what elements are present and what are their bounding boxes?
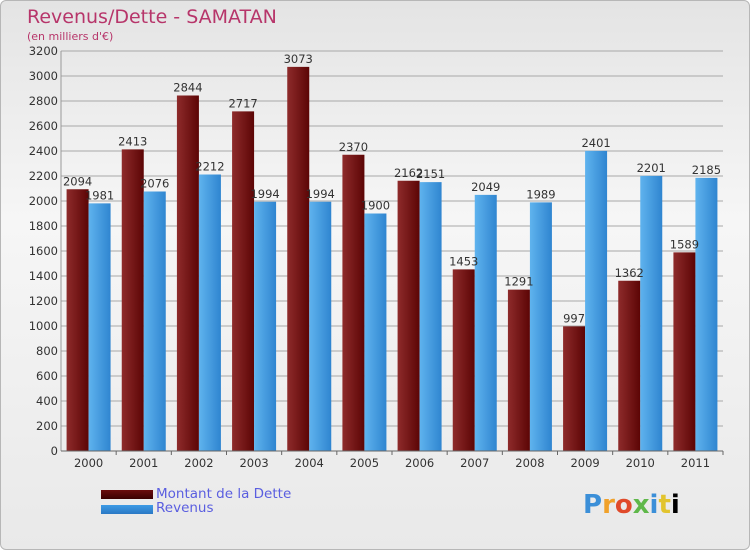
revenus-value-label: 1994 <box>250 187 279 201</box>
revenus-bar <box>143 191 166 451</box>
revenus-value-label: 2212 <box>195 160 224 174</box>
revenus-value-label: 2049 <box>471 180 500 194</box>
x-tick-label: 2005 <box>350 456 379 470</box>
debt-bar <box>452 269 475 451</box>
x-tick-label: 2007 <box>460 456 489 470</box>
y-tick-label: 2600 <box>29 119 58 133</box>
y-tick-label: 1400 <box>29 269 58 283</box>
revenus-value-label: 2076 <box>140 177 169 191</box>
x-tick-label: 2004 <box>295 456 324 470</box>
debt-value-label: 2717 <box>228 96 257 110</box>
revenus-bar <box>198 174 221 451</box>
debt-value-label: 2162 <box>394 166 423 180</box>
revenus-value-label: 1981 <box>85 188 114 202</box>
y-tick-label: 600 <box>36 369 58 383</box>
revenus-bar <box>364 213 387 451</box>
revenus-value-label: 2201 <box>637 161 666 175</box>
legend-label-debt: Montant de la Dette <box>156 486 292 502</box>
proxiti-logo: Proxiti <box>583 490 680 520</box>
revenus-value-label: 2401 <box>581 136 610 150</box>
debt-value-label: 2370 <box>339 140 368 154</box>
debt-value-label: 997 <box>563 311 585 325</box>
x-tick-label: 2000 <box>74 456 103 470</box>
y-tick-label: 1600 <box>29 244 58 258</box>
x-tick-label: 2011 <box>681 456 710 470</box>
logo-letter: i <box>670 490 680 520</box>
chart-title: Revenus/Dette - SAMATAN <box>27 6 277 28</box>
debt-value-label: 2094 <box>63 174 92 188</box>
logo-letter: x <box>632 490 650 520</box>
y-tick-label: 1200 <box>29 294 58 308</box>
y-tick-label: 2400 <box>29 144 58 158</box>
legend-swatch-revenus <box>101 505 153 514</box>
revenus-value-label: 1989 <box>526 187 555 201</box>
debt-value-label: 1362 <box>615 266 644 280</box>
debt-bar <box>66 189 89 451</box>
revenus-value-label: 2151 <box>416 167 445 181</box>
revenus-value-label: 1900 <box>361 199 390 213</box>
debt-value-label: 1589 <box>670 237 699 251</box>
x-tick-label: 2003 <box>239 456 268 470</box>
x-tick-label: 2010 <box>626 456 655 470</box>
y-tick-label: 2800 <box>29 94 58 108</box>
y-tick-label: 200 <box>36 419 58 433</box>
revenus-bar <box>640 175 663 451</box>
y-tick-label: 3200 <box>29 44 58 58</box>
x-tick-label: 2009 <box>570 456 599 470</box>
revenus-value-label: 1994 <box>306 187 335 201</box>
y-tick-label: 800 <box>36 344 58 358</box>
legend-swatch-debt <box>101 490 153 499</box>
debt-bar <box>397 180 420 451</box>
x-tick-label: 2008 <box>515 456 544 470</box>
debt-bar <box>342 154 365 451</box>
revenus-bar <box>585 150 608 451</box>
debt-bar <box>176 95 199 451</box>
debt-bar <box>121 149 144 451</box>
y-tick-label: 3000 <box>29 69 58 83</box>
debt-value-label: 2844 <box>173 81 202 95</box>
logo-letter: t <box>658 490 671 520</box>
debt-bar <box>507 289 530 451</box>
chart-subtitle: (en milliers d'€) <box>27 30 114 43</box>
revenus-bar <box>529 202 552 451</box>
revenus-bar <box>254 201 277 451</box>
x-tick-label: 2006 <box>405 456 434 470</box>
logo-letter: P <box>583 490 603 520</box>
y-tick-label: 1000 <box>29 319 58 333</box>
y-tick-label: 0 <box>51 444 58 458</box>
logo-letter: o <box>614 490 633 520</box>
debt-bar <box>287 66 310 451</box>
debt-value-label: 3073 <box>284 52 313 66</box>
legend-label-revenus: Revenus <box>156 500 214 516</box>
debt-value-label: 2413 <box>118 134 147 148</box>
y-tick-label: 2000 <box>29 194 58 208</box>
revenus-bar <box>419 182 442 451</box>
logo-letter: i <box>649 490 659 520</box>
y-tick-label: 400 <box>36 394 58 408</box>
y-tick-label: 2200 <box>29 169 58 183</box>
debt-bar <box>232 111 255 451</box>
debt-value-label: 1291 <box>504 275 533 289</box>
x-tick-label: 2001 <box>129 456 158 470</box>
x-tick-label: 2002 <box>184 456 213 470</box>
y-tick-label: 1800 <box>29 219 58 233</box>
debt-bar <box>673 252 696 451</box>
revenus-bar <box>695 177 718 451</box>
revenus-bar <box>474 194 497 451</box>
revenus-bar <box>309 201 332 451</box>
logo-letter: r <box>602 490 615 520</box>
debt-value-label: 1453 <box>449 254 478 268</box>
debt-bar <box>563 326 586 451</box>
debt-bar <box>618 280 641 451</box>
revenus-value-label: 2185 <box>692 163 721 177</box>
revenus-bar <box>88 203 111 451</box>
